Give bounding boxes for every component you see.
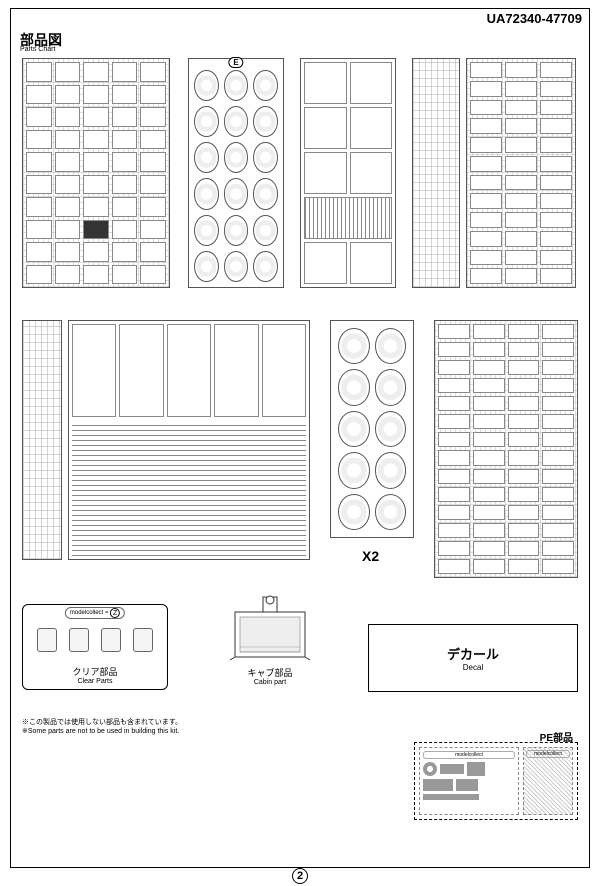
pe-brand: modelcollect <box>423 751 515 759</box>
decal-box: デカール Decal <box>368 624 578 692</box>
sprue-d2 <box>466 58 576 288</box>
cabin-box: キャブ部品 Cabin part <box>220 592 320 686</box>
page-number: 2 <box>292 868 308 884</box>
clear-label-jp: クリア部品 <box>72 665 117 678</box>
product-code: UA72340-47709 <box>487 11 582 26</box>
cabin-label-en: Cabin part <box>254 679 286 686</box>
sprue-tracks <box>68 320 310 560</box>
note-line1: ※この製品では使用しない部品も含まれています。 <box>22 718 182 727</box>
cabin-icon <box>225 592 315 662</box>
sprue-c <box>300 58 396 288</box>
note-line2: ※Some parts are not to be used in buildi… <box>22 727 182 736</box>
clear-tag: Z <box>110 608 120 618</box>
decal-label-en: Decal <box>463 663 483 672</box>
sprue-e-wheels: E <box>188 58 284 288</box>
sprue-g <box>434 320 578 578</box>
decal-label-jp: デカール <box>447 644 499 663</box>
clear-label-en: Clear Parts <box>77 678 112 685</box>
pe-title: PE部品 <box>540 729 573 744</box>
note-text: ※この製品では使用しない部品も含まれています。 ※Some parts are … <box>22 718 182 736</box>
sprue-d1 <box>412 58 460 288</box>
clear-parts-box: modelcollect = Z クリア部品 Clear Parts <box>22 604 168 690</box>
pe-box: PE部品 modelcollect modelcollect <box>414 742 578 820</box>
sprue-wheels-2 <box>330 320 414 538</box>
pe-brand-2: modelcollect <box>526 750 570 758</box>
title-en: Parts Chart <box>20 46 55 53</box>
sprue-f1 <box>22 320 62 560</box>
sprue-tag-e: E <box>228 57 243 68</box>
cabin-label-jp: キャブ部品 <box>247 666 292 679</box>
clear-brand: modelcollect <box>70 610 103 616</box>
x2-label: X2 <box>362 548 379 564</box>
sprue-a <box>22 58 170 288</box>
